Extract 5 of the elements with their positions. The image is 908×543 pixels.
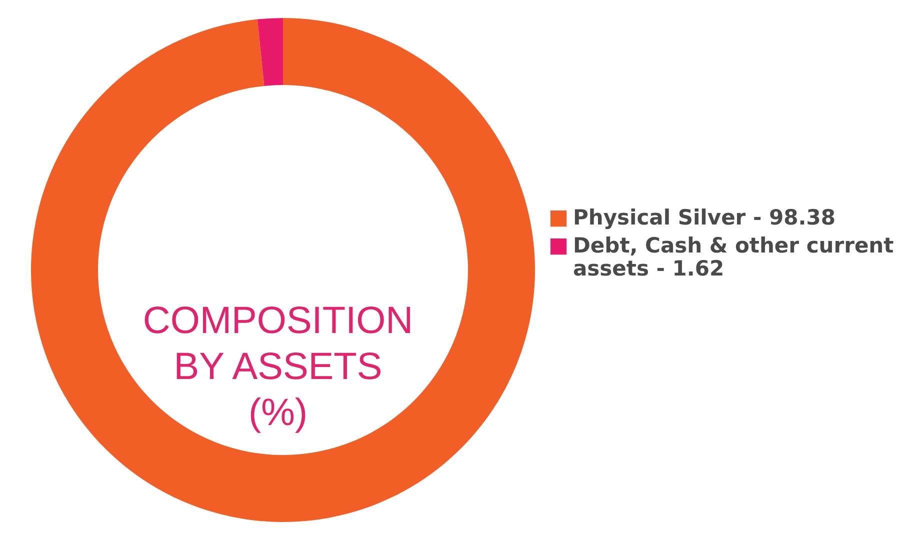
legend-label: Physical Silver - 98.38 <box>573 206 836 230</box>
donut-slice <box>31 18 535 522</box>
donut-slice <box>257 18 283 86</box>
legend-label: Debt, Cash & other current assets - 1.62 <box>573 234 894 280</box>
text: COMPOSITION BY ASSETS (%) <box>142 300 414 434</box>
